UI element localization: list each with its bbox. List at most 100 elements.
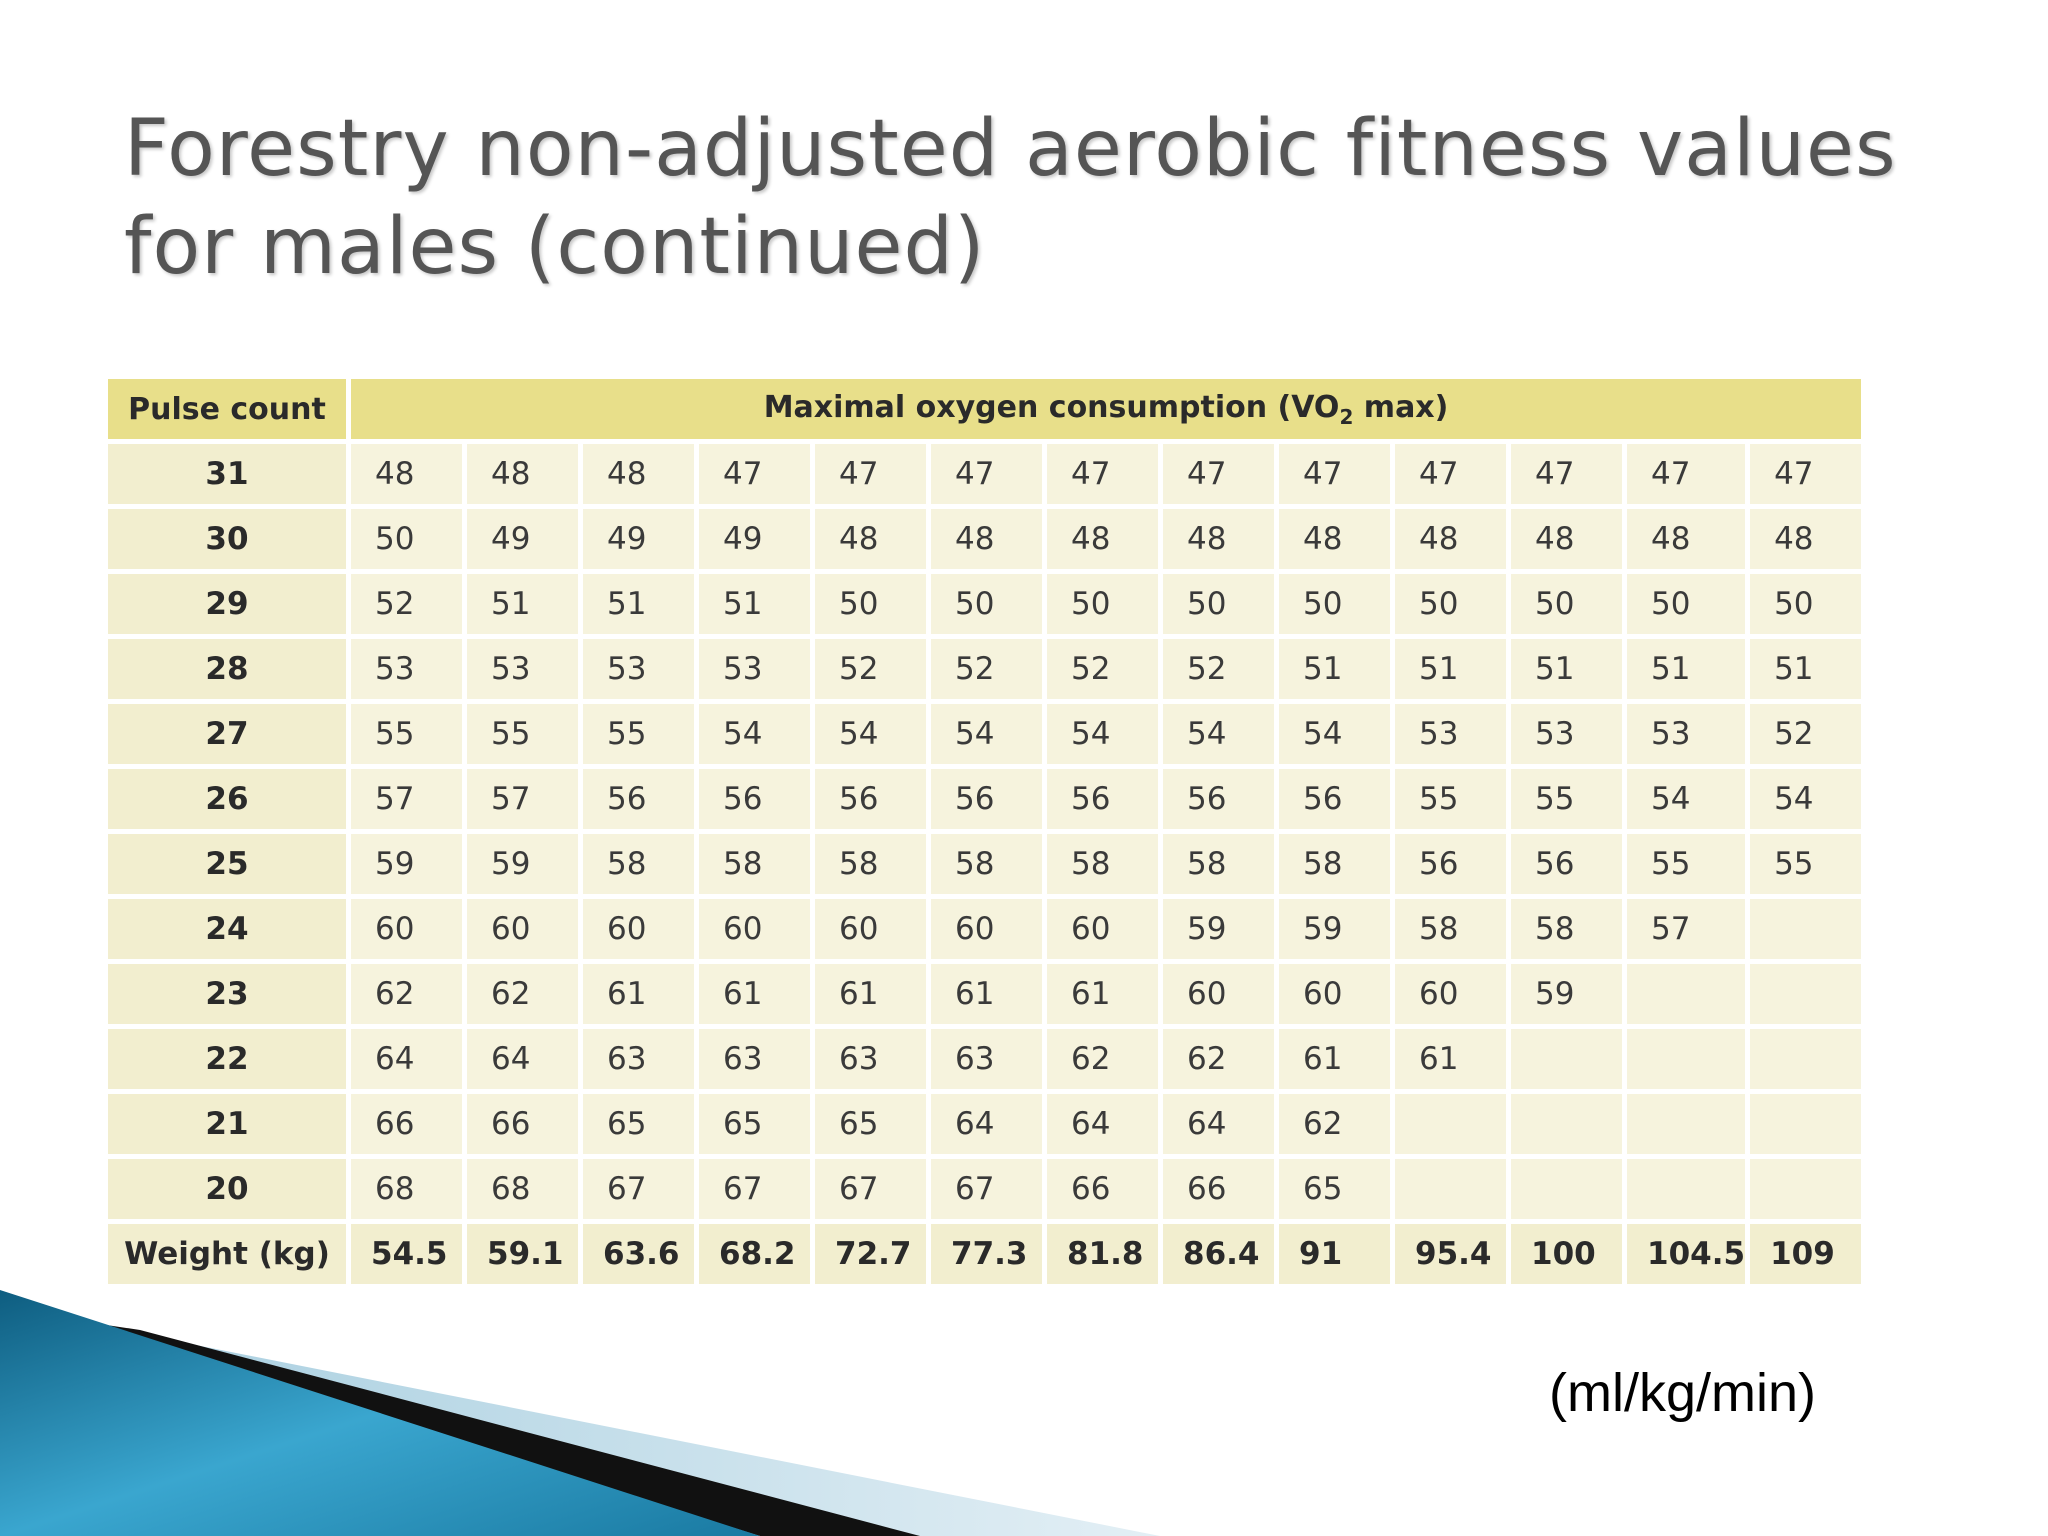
vo2-value-cell: 62 [1279, 1094, 1390, 1154]
vo2-value-cell: 58 [815, 834, 926, 894]
slide-title: Forestry non-adjusted aerobic fitness va… [124, 100, 1924, 296]
vo2-value-cell [1511, 1094, 1622, 1154]
vo2-value-cell: 50 [1279, 574, 1390, 634]
vo2-value-cell [1395, 1094, 1506, 1154]
vo2-value-cell: 51 [467, 574, 578, 634]
weight-value-cell: 68.2 [699, 1224, 810, 1284]
vo2-value-cell: 60 [931, 899, 1042, 959]
pulse-count-cell: 28 [108, 639, 346, 699]
vo2-value-cell: 50 [815, 574, 926, 634]
vo2-value-cell: 66 [351, 1094, 462, 1154]
vo2-value-cell: 60 [815, 899, 926, 959]
vo2-value-cell: 52 [1047, 639, 1158, 699]
table-body: 31 48 48 48 47 47 47 47 47 47 47 47 47 47 30 50 49 49 49 48… [108, 444, 1862, 1284]
vo2-header-text: Maximal oxygen consumption (VO [763, 389, 1340, 425]
vo2-value-cell: 47 [699, 444, 810, 504]
vo2-value-cell: 56 [815, 769, 926, 829]
vo2-value-cell: 61 [1395, 1029, 1506, 1089]
pulse-count-cell: 30 [108, 509, 346, 569]
vo2-value-cell [1750, 899, 1862, 959]
weight-value-cell: 104.5 [1627, 1224, 1746, 1284]
vo2-value-cell: 63 [931, 1029, 1042, 1089]
vo2-value-cell: 50 [1750, 574, 1862, 634]
weight-value-cell: 72.7 [815, 1224, 926, 1284]
slide-title-line-1: Forestry non-adjusted aerobic fitness va… [124, 104, 1897, 194]
vo2-header-subscript: 2 [1339, 404, 1354, 429]
vo2-value-cell: 65 [583, 1094, 694, 1154]
vo2-value-cell: 63 [815, 1029, 926, 1089]
table-row: 23 62 62 61 61 61 61 61 60 60 60 59 [108, 964, 1862, 1024]
weight-value-cell: 95.4 [1395, 1224, 1506, 1284]
vo2-value-cell [1750, 964, 1862, 1024]
vo2-value-cell: 55 [467, 704, 578, 764]
table-row: 30 50 49 49 49 48 48 48 48 48 48 48 48 48 [108, 509, 1862, 569]
table-row: 24 60 60 60 60 60 60 60 59 59 58 58 57 [108, 899, 1862, 959]
vo2-value-cell: 59 [351, 834, 462, 894]
vo2-value-cell: 65 [1279, 1159, 1390, 1219]
vo2-value-cell: 51 [583, 574, 694, 634]
vo2-value-cell: 48 [583, 444, 694, 504]
weight-row: Weight (kg) 54.5 59.1 63.6 68.2 72.7 77.3 81.8 8… [108, 1224, 1862, 1284]
vo2-value-cell: 50 [1163, 574, 1274, 634]
weight-value-cell: 63.6 [583, 1224, 694, 1284]
vo2-value-cell: 60 [1279, 964, 1390, 1024]
vo2-value-cell: 61 [1047, 964, 1158, 1024]
table-row: 28 53 53 53 53 52 52 52 52 51 51 51 51 51 [108, 639, 1862, 699]
vo2-value-cell: 58 [583, 834, 694, 894]
vo2-value-cell: 48 [1627, 509, 1746, 569]
vo2-value-cell: 56 [1395, 834, 1506, 894]
weight-value-cell: 59.1 [467, 1224, 578, 1284]
vo2-value-cell: 60 [1047, 899, 1158, 959]
pulse-count-cell: 22 [108, 1029, 346, 1089]
vo2-value-cell: 68 [351, 1159, 462, 1219]
vo2-value-cell: 64 [467, 1029, 578, 1089]
vo2-value-cell: 52 [815, 639, 926, 699]
vo2-value-cell: 58 [699, 834, 810, 894]
vo2-value-cell: 48 [1395, 509, 1506, 569]
vo2-value-cell: 58 [1163, 834, 1274, 894]
vo2-value-cell: 60 [699, 899, 810, 959]
vo2-value-cell: 58 [1279, 834, 1390, 894]
vo2-value-cell: 53 [1395, 704, 1506, 764]
vo2-value-cell: 54 [1750, 769, 1862, 829]
weight-value-cell: 109 [1750, 1224, 1862, 1284]
vo2-value-cell: 68 [467, 1159, 578, 1219]
vo2-value-cell [1395, 1159, 1506, 1219]
vo2-value-cell: 55 [1395, 769, 1506, 829]
weight-value-cell: 77.3 [931, 1224, 1042, 1284]
vo2-value-cell: 57 [467, 769, 578, 829]
weight-value-cell: 91 [1279, 1224, 1390, 1284]
vo2-value-cell: 62 [467, 964, 578, 1024]
vo2-value-cell: 51 [1511, 639, 1622, 699]
vo2-value-cell: 62 [351, 964, 462, 1024]
vo2-value-cell: 47 [1627, 444, 1746, 504]
vo2-value-cell: 48 [1511, 509, 1622, 569]
vo2-value-cell: 52 [351, 574, 462, 634]
vo2-value-cell: 61 [1279, 1029, 1390, 1089]
vo2-value-cell: 61 [583, 964, 694, 1024]
vo2-value-cell: 58 [1047, 834, 1158, 894]
vo2-value-cell [1750, 1029, 1862, 1089]
vo2-value-cell: 62 [1163, 1029, 1274, 1089]
vo2-value-cell: 51 [1627, 639, 1746, 699]
vo2-value-cell: 64 [351, 1029, 462, 1089]
vo2-value-cell: 53 [351, 639, 462, 699]
pulse-count-cell: 29 [108, 574, 346, 634]
vo2-value-cell: 60 [1395, 964, 1506, 1024]
vo2-value-cell: 47 [1750, 444, 1862, 504]
vo2-value-cell: 60 [583, 899, 694, 959]
vo2-value-cell: 48 [351, 444, 462, 504]
vo2-value-cell: 67 [931, 1159, 1042, 1219]
vo2-value-cell: 55 [1750, 834, 1862, 894]
vo2-value-cell: 61 [699, 964, 810, 1024]
vo2-value-cell: 54 [699, 704, 810, 764]
vo2-value-cell [1750, 1159, 1862, 1219]
table-header-row: Pulse count Maximal oxygen consumption (… [108, 379, 1862, 439]
vo2-value-cell: 48 [1047, 509, 1158, 569]
unit-label: (ml/kg/min) [1549, 1363, 1816, 1423]
vo2-value-cell: 59 [1279, 899, 1390, 959]
vo2-value-cell: 51 [1279, 639, 1390, 699]
vo2-value-cell: 48 [815, 509, 926, 569]
vo2-value-cell: 54 [1163, 704, 1274, 764]
vo2-value-cell: 54 [1627, 769, 1746, 829]
